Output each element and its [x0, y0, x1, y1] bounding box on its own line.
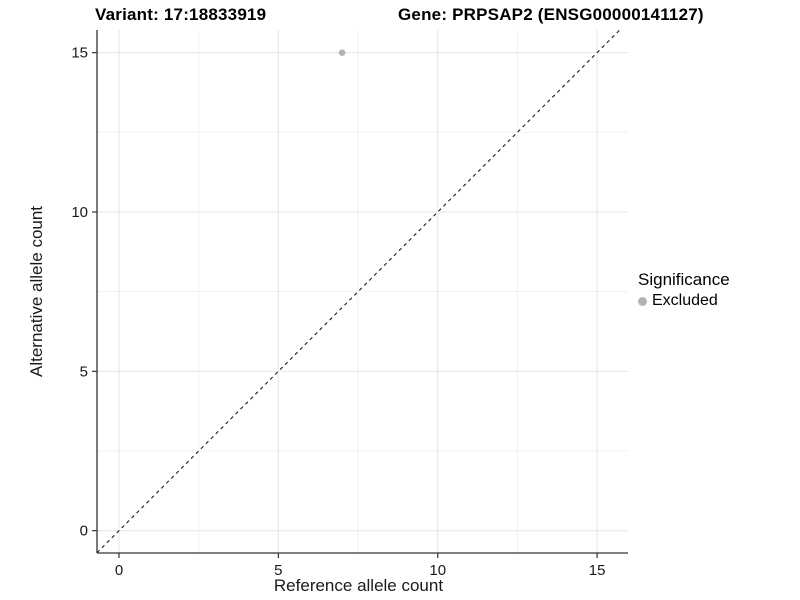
y-tick-label: 5	[80, 363, 88, 380]
y-tick-label: 0	[80, 523, 88, 540]
y-axis-title: Alternative allele count	[27, 206, 46, 377]
gene-title: Gene: PRPSAP2 (ENSG00000141127)	[398, 5, 704, 24]
y-tick-label: 10	[71, 204, 88, 221]
identity-line	[96, 29, 621, 554]
x-tick-label: 10	[429, 562, 446, 579]
x-tick-label: 0	[115, 562, 123, 579]
x-tick-label: 5	[274, 562, 282, 579]
x-tick-label: 15	[589, 562, 606, 579]
x-axis-title: Reference allele count	[274, 576, 443, 595]
y-tick-label: 15	[71, 45, 88, 62]
data-point	[338, 49, 346, 56]
legend-item-excluded: Excluded	[638, 292, 730, 310]
legend-item-label: Excluded	[652, 292, 718, 309]
excluded-point-icon	[638, 296, 647, 306]
variant-title: Variant: 17:18833919	[95, 5, 267, 24]
legend-title: Significance	[638, 270, 730, 289]
legend-box: Significance Excluded	[638, 270, 730, 310]
